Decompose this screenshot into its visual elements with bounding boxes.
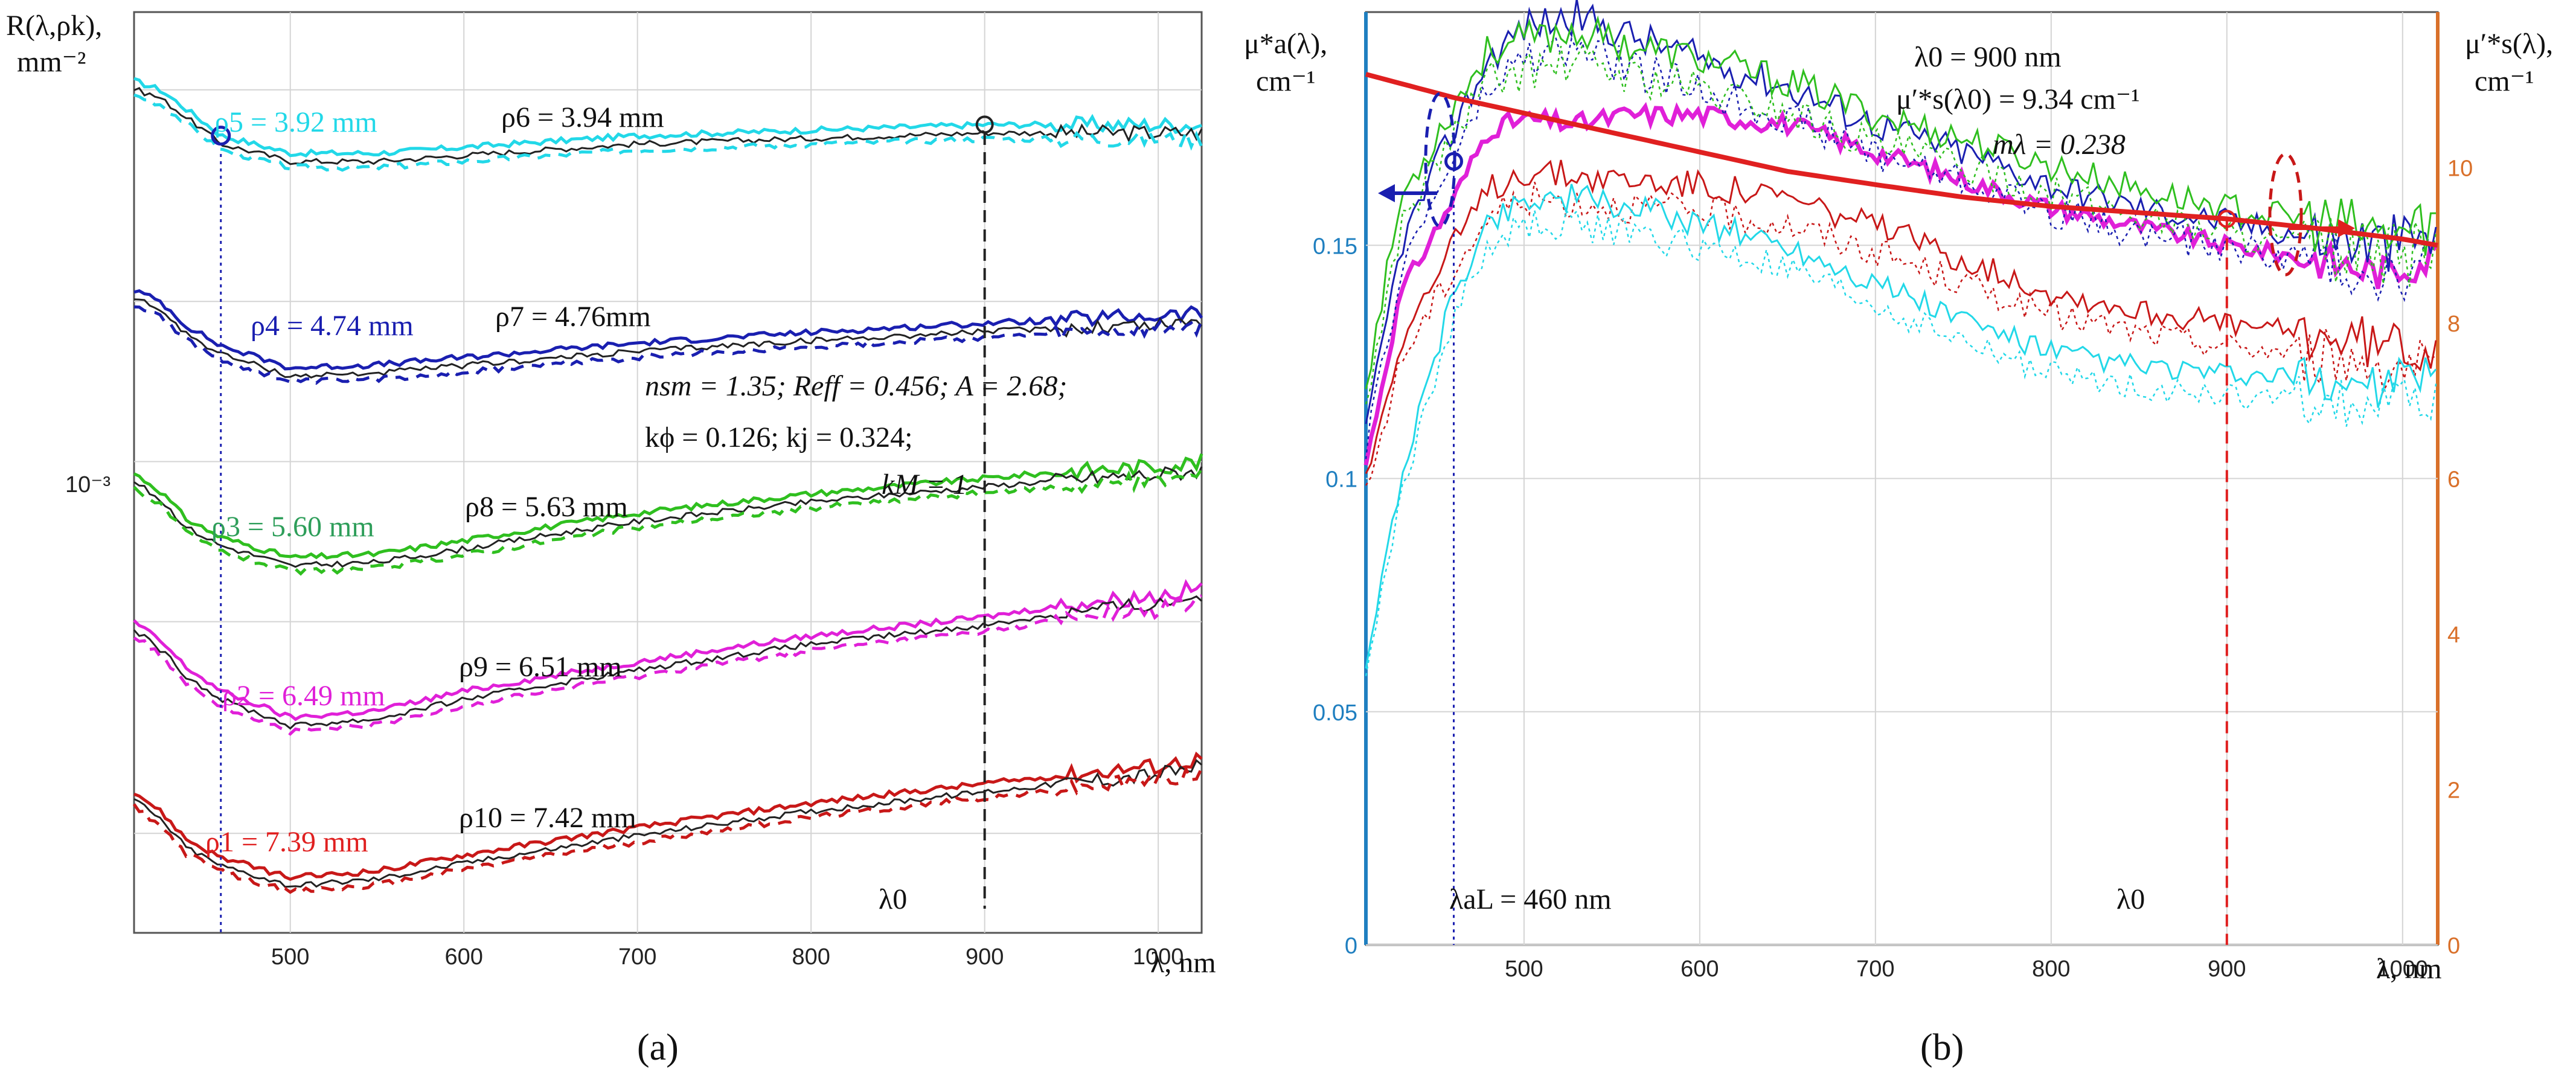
panel-b-series-line	[1365, 45, 2437, 405]
panel-a-series-line	[132, 765, 1203, 895]
panel-a-series-line	[133, 758, 1202, 888]
panel-a: 500 600 700 800 900 1000 R(λ,ρk), mm⁻² 10⁻³ λ…	[6, 10, 1216, 1068]
panel-a-lambda0-label: λ0	[879, 883, 907, 915]
panel-a-series-line	[133, 77, 1202, 158]
panel-a-label-rho7: ρ7 = 4.76mm	[495, 301, 651, 333]
panel-b-annotation-mus: μ′*s(λ0) = 9.34 cm⁻¹	[1896, 83, 2140, 115]
panel-b-x-tick-label: 500	[1505, 956, 1543, 982]
panel-a-lambdaL-marker	[211, 126, 231, 146]
panel-a-lambda0-marker	[975, 115, 994, 134]
panel-b-caption: (b)	[1920, 1027, 1964, 1068]
panel-a-series-line	[133, 305, 1203, 385]
panel-b-x-ticks: 500 600 700 800 900 1000	[1505, 956, 2428, 982]
panel-a-series-line	[133, 453, 1203, 560]
panel-b-right-tick-label: 2	[2447, 778, 2460, 804]
panel-b-annotation-m: mλ = 0.238	[1993, 129, 2126, 161]
panel-a-x-tick-label: 1000	[1133, 944, 1184, 970]
panel-b-xlabel: λ, nm	[2376, 953, 2442, 985]
panel-a-label-rho4: ρ4 = 4.74 mm	[251, 310, 414, 342]
panel-a-params-line3: kM = 1	[882, 469, 967, 501]
panel-b-mus-curve	[1365, 72, 2438, 248]
panel-b-left-tick-label: 0	[1345, 933, 1357, 959]
panel-a-params-line1: nsm = 1.35; Reff = 0.456; A = 2.68;	[645, 370, 1067, 402]
panel-a-vertical-markers	[211, 115, 994, 933]
panel-a-label-rho3: ρ3 = 5.60 mm	[211, 511, 374, 543]
panel-a-series-line	[133, 298, 1203, 379]
panel-a-params-line2: kϕ = 0.126; kj = 0.324;	[645, 421, 912, 453]
panel-a-series-line	[133, 578, 1203, 722]
panel-a-series-line	[133, 595, 1203, 730]
panel-b-series-line	[1365, 36, 2437, 459]
panel-b-series-line	[1365, 0, 2437, 424]
panel-b-right-tick-label: 8	[2447, 312, 2460, 337]
panel-a-x-ticks: 500 600 700 800 900 1000	[271, 944, 1184, 970]
panel-a-x-tick-label: 500	[271, 944, 309, 970]
panel-b-x-tick-label: 1000	[2377, 956, 2429, 982]
panel-a-ylabel-line2: mm⁻²	[17, 46, 86, 78]
panel-b-series	[1363, 0, 2438, 676]
panel-a-xlabel: λ, nm	[1150, 947, 1216, 979]
panel-a-series	[132, 77, 1203, 895]
panel-a-series-line	[133, 86, 1203, 165]
panel-b-right-ylabel-line2: cm⁻¹	[2475, 65, 2534, 97]
panel-a-series-line	[133, 594, 1202, 736]
panel-b-left-ellipse	[1424, 92, 1456, 228]
panel-a-series-line	[133, 93, 1203, 172]
panel-b-right-tick-label: 10	[2447, 156, 2473, 182]
panel-a-label-rho2: ρ2 = 6.49 mm	[222, 680, 385, 712]
panel-b-left-ylabel-line1: μ*a(λ),	[1244, 28, 1327, 60]
panel-b-x-tick-label: 700	[1856, 956, 1894, 982]
panel-b-lambda-al-label: λaL = 460 nm	[1449, 883, 1612, 915]
panel-a-label-rho6: ρ6 = 3.94 mm	[501, 101, 664, 133]
panel-b-right-tick-label: 0	[2447, 933, 2460, 959]
panel-b-right-tick-label: 6	[2447, 467, 2460, 493]
panel-b-left-tick-label: 0.05	[1313, 700, 1357, 726]
panel-b-left-tick-label: 0.15	[1313, 234, 1357, 259]
panel-b-left-arrowhead	[1378, 184, 1395, 202]
panel-b-annotation-lambda0: λ0 = 900 nm	[1914, 41, 2062, 73]
panel-a-series-line	[133, 466, 1203, 568]
panel-a-x-tick-label: 700	[618, 944, 656, 970]
panel-a-label-rho8: ρ8 = 5.63 mm	[465, 491, 628, 523]
panel-b-series-line	[1365, 159, 2437, 475]
panel-b-right-tick-label: 4	[2447, 623, 2460, 648]
panel-b: 500 600 700 800 900 1000 0 0.05 0.1 0.15 0 2 4 6 8 10…	[1244, 0, 2553, 1068]
panel-a-x-tick-label: 800	[792, 944, 830, 970]
panel-b-right-ylabel-line1: μ′*s(λ),	[2465, 28, 2553, 60]
panel-a-label-rho9: ρ9 = 6.51 mm	[459, 651, 622, 683]
panel-b-right-ticks: 0 2 4 6 8 10	[2447, 156, 2473, 959]
panel-b-left-tick-label: 0.1	[1325, 467, 1357, 493]
panel-a-label-rho10: ρ10 = 7.42 mm	[459, 802, 636, 834]
panel-a-x-tick-label: 600	[445, 944, 483, 970]
panel-a-series-line	[133, 289, 1203, 371]
panel-a-ylabel-line1: R(λ,ρk),	[6, 10, 102, 42]
panel-a-label-rho5: ρ5 = 3.92 mm	[214, 106, 377, 138]
panel-b-left-ylabel-line2: cm⁻¹	[1256, 65, 1315, 97]
panel-b-left-ticks: 0 0.05 0.1 0.15	[1313, 234, 1357, 959]
panel-a-y-tick-label: 10⁻³	[65, 472, 111, 498]
panel-b-right-arrowhead	[2338, 219, 2355, 237]
panel-b-x-tick-label: 900	[2208, 956, 2246, 982]
panel-a-label-rho1: ρ1 = 7.39 mm	[205, 826, 368, 858]
panel-a-caption: (a)	[637, 1027, 679, 1068]
panel-b-lambda0-marker	[2217, 210, 2236, 228]
panel-b-lambda0-label: λ0	[2116, 883, 2145, 915]
panel-a-series-line	[133, 751, 1203, 881]
panel-b-x-tick-label: 600	[1680, 956, 1719, 982]
panel-a-x-tick-label: 900	[966, 944, 1004, 970]
panel-b-x-tick-label: 800	[2032, 956, 2070, 982]
panel-b-series-line	[1365, 184, 2437, 669]
panel-b-right-ellipse	[2268, 152, 2303, 277]
